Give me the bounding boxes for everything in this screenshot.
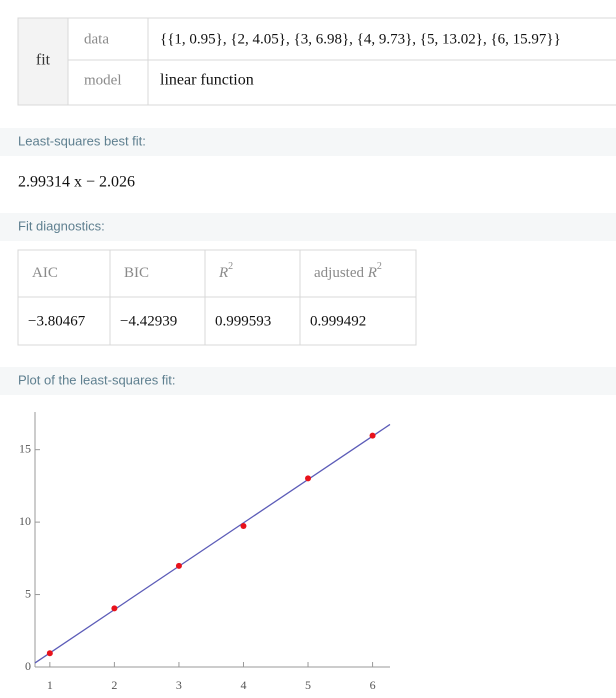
header-text: adjusted (314, 265, 368, 281)
column-header: R2 (218, 261, 233, 281)
column-header: adjusted R2 (314, 261, 382, 281)
fit-button[interactable] (17, 17, 69, 106)
row-label: data (84, 31, 109, 47)
section-band (0, 213, 616, 241)
fit-button-label[interactable]: fit (36, 52, 51, 69)
row-label: model (84, 72, 122, 88)
x-tick-label: 2 (111, 678, 117, 692)
data-point (111, 605, 118, 612)
x-tick-label: 1 (47, 678, 53, 692)
section-title: Least-squares best fit: (18, 133, 146, 148)
section-band (0, 128, 616, 156)
diagnostics-table: AIC BIC R2 adjusted R2−3.80467 −4.42939 0.999… (17, 249, 417, 346)
column-header: AIC (32, 265, 58, 281)
cell-value: −4.42939 (120, 313, 177, 329)
data-point (369, 432, 376, 439)
x-tick-label: 4 (240, 678, 246, 692)
row-value[interactable]: {{1, 0.95}, {2, 4.05}, {3, 6.98}, {4, 9.… (160, 31, 561, 47)
section-title: Fit diagnostics: (18, 218, 105, 233)
x-tick-label: 5 (305, 678, 311, 692)
header-text: BIC (124, 265, 149, 281)
input-row (67, 59, 616, 106)
column-header: BIC (124, 265, 149, 281)
best-fit-formula: 2.99314 x − 2.026 (18, 174, 135, 191)
data-point (175, 562, 182, 569)
x-tick-label: 6 (370, 678, 376, 692)
fit-line (34, 423, 391, 664)
y-tick-label: 15 (19, 441, 31, 455)
plot: 1 2 3 4 5 6 0 5 10 15 (19, 412, 391, 692)
data-point (240, 523, 247, 530)
cell-value: −3.80467 (28, 313, 86, 329)
header-sup: 2 (228, 261, 233, 272)
y-tick-label: 5 (25, 586, 31, 600)
header-sup: 2 (377, 261, 382, 272)
header-var: R (218, 265, 228, 281)
y-tick-label: 0 (25, 659, 31, 673)
cell-value: 0.999492 (310, 313, 366, 329)
header-var: R (367, 265, 377, 281)
x-tick-label: 3 (176, 678, 182, 692)
row-value[interactable]: linear function (160, 72, 254, 89)
section-band (0, 367, 616, 395)
y-tick-label: 10 (19, 514, 31, 528)
cell-value: 0.999593 (215, 313, 271, 329)
data-point (46, 650, 53, 657)
input-row (67, 17, 616, 61)
header-text: AIC (32, 265, 58, 281)
data-point (305, 475, 312, 482)
section-title: Plot of the least-squares fit: (18, 372, 176, 387)
